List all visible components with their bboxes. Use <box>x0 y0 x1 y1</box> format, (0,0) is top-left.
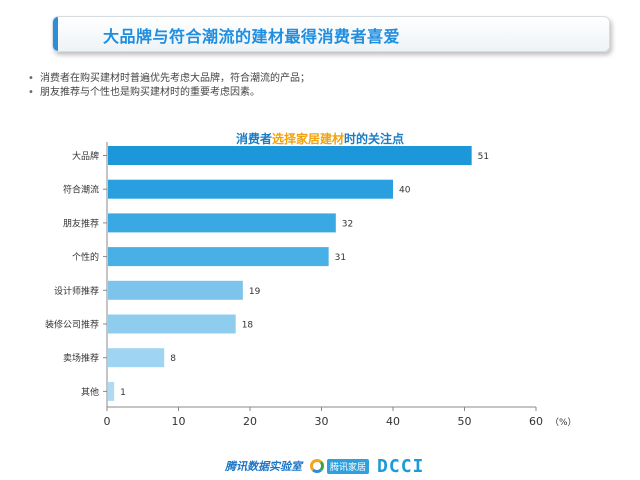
bar <box>108 348 165 368</box>
ring-icon <box>310 459 324 473</box>
data-label: 51 <box>478 152 489 162</box>
chart-title: 消费者选择家居建材时的关注点 <box>200 130 440 147</box>
dcci-logo: DCCI <box>377 455 425 477</box>
x-tick-label: 10 <box>172 415 186 428</box>
data-label: 31 <box>335 253 346 263</box>
data-label: 18 <box>242 321 254 331</box>
bar <box>108 280 243 300</box>
x-tick-label: 0 <box>104 415 111 428</box>
x-tick-label: 50 <box>458 415 472 428</box>
title-accent-bar <box>53 17 58 51</box>
category-label: 大品牌 <box>72 150 99 162</box>
tencent-home-label: 腾讯家居 <box>327 458 370 474</box>
tencent-data-lab-logo: 腾讯数据实验室 <box>225 460 302 473</box>
chart-title-part1: 消费者 <box>235 132 272 146</box>
bullet-item: 朋友推荐与个性也是购买建材时的重要考虑因素。 <box>28 86 310 100</box>
footer-logos: 腾讯数据实验室 腾讯家居 DCCI <box>225 455 424 477</box>
bar <box>108 213 336 233</box>
x-tick-label: 20 <box>243 415 257 428</box>
data-label: 32 <box>342 219 353 229</box>
x-tick-label: 40 <box>386 415 400 428</box>
data-label: 8 <box>170 354 176 364</box>
bar <box>108 247 329 267</box>
bar <box>108 179 393 199</box>
category-label: 设计师推荐 <box>54 285 99 297</box>
x-axis-unit: （%） <box>550 417 577 428</box>
data-label: 1 <box>120 388 126 398</box>
category-label: 装修公司推荐 <box>45 319 99 331</box>
chart-title-part2: 选择家居建材 <box>271 132 344 146</box>
chart-title-part3: 时的关注点 <box>344 132 405 146</box>
bullet-list: 消费者在购买建材时普遍优先考虑大品牌，符合潮流的产品； 朋友推荐与个性也是购买建… <box>28 72 310 100</box>
bullet-item: 消费者在购买建材时普遍优先考虑大品牌，符合潮流的产品； <box>28 72 310 86</box>
category-label: 其他 <box>81 386 99 398</box>
x-tick-label: 60 <box>529 415 543 428</box>
category-label: 个性的 <box>72 251 99 263</box>
data-label: 40 <box>399 186 411 196</box>
data-label: 19 <box>249 287 261 297</box>
bar <box>108 314 236 334</box>
page-title: 大品牌与符合潮流的建材最得消费者喜爱 <box>103 27 401 46</box>
category-label: 卖场推荐 <box>63 352 99 364</box>
bar <box>108 146 472 165</box>
category-label: 符合潮流 <box>63 184 99 196</box>
category-label: 朋友推荐 <box>63 217 99 229</box>
tencent-home-logo: 腾讯家居 <box>310 458 370 474</box>
bar <box>108 381 115 401</box>
title-banner: 大品牌与符合潮流的建材最得消费者喜爱 <box>52 16 610 52</box>
x-tick-label: 30 <box>315 415 329 428</box>
